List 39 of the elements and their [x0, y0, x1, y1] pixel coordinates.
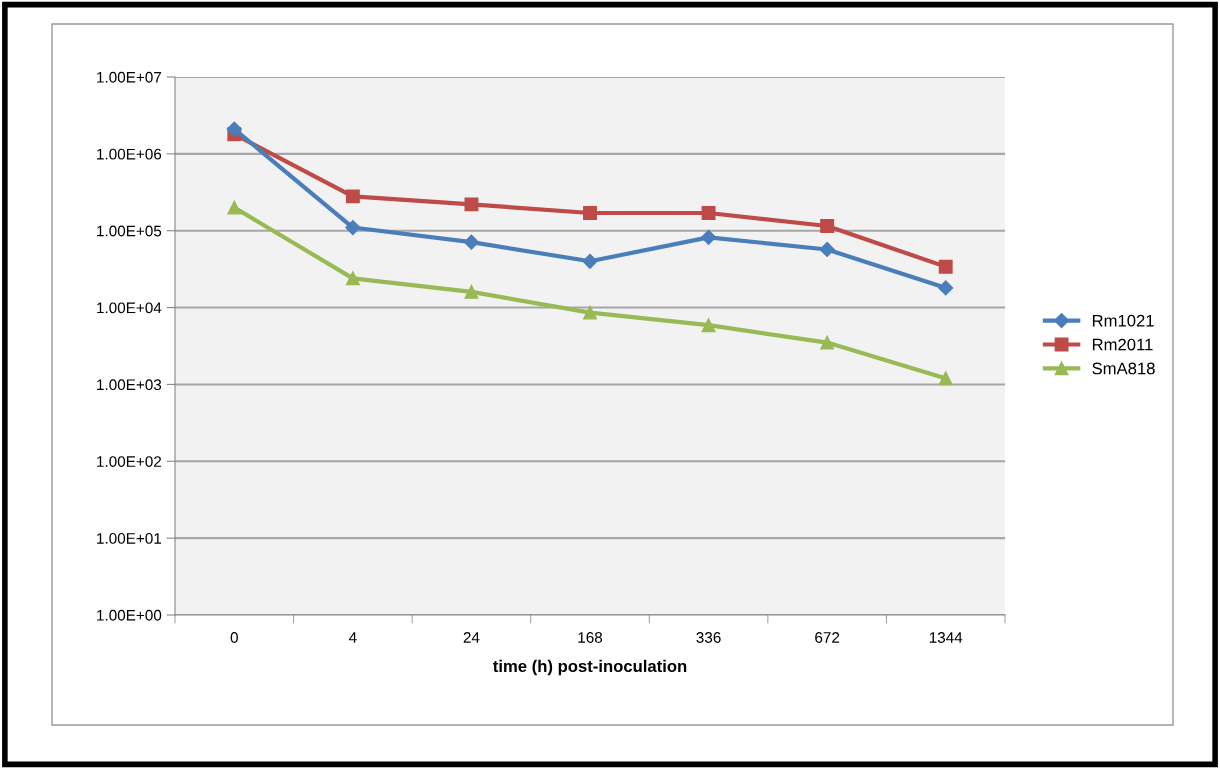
- point: [464, 284, 479, 299]
- y-tick-label: 1.00E+04: [97, 302, 162, 314]
- point: [226, 121, 242, 137]
- y-tick-label: 1.00E+00: [97, 609, 162, 621]
- point: [583, 206, 597, 220]
- y-tick-label: 1.00E+01: [97, 533, 162, 544]
- legend-label: Rm1021: [1092, 314, 1154, 327]
- point: [938, 280, 954, 296]
- y-tick-label: 1.00E+07: [97, 71, 162, 83]
- point: [345, 219, 361, 236]
- legend-label: Rm2011: [1092, 338, 1153, 351]
- point: [345, 271, 360, 286]
- y-tick-label: 1.00E+05: [97, 225, 162, 237]
- point: [701, 318, 716, 333]
- x-tick-label: 24: [463, 632, 480, 643]
- x-tick-label: 336: [696, 632, 721, 643]
- point: [701, 229, 717, 245]
- point: [463, 234, 479, 250]
- x-tick-label: 0: [230, 632, 238, 643]
- point: [820, 335, 835, 350]
- y-tick-label: 1.00E+06: [97, 148, 162, 160]
- x-tick-label: 4: [348, 632, 357, 643]
- x-tick-label: 1344: [929, 632, 963, 643]
- point: [938, 259, 953, 274]
- x-axis-title: time (h) post-inoculation: [493, 659, 687, 676]
- point: [938, 371, 953, 386]
- point: [820, 219, 835, 233]
- x-tick-label: 672: [815, 632, 840, 643]
- y-tick-label: 1.00E+02: [97, 456, 162, 467]
- point: [464, 197, 479, 212]
- legend-label: SmA818: [1092, 362, 1155, 375]
- point: [582, 253, 598, 269]
- point: [819, 241, 835, 258]
- y-tick-label: 1.00E+03: [97, 379, 162, 391]
- point: [701, 206, 716, 220]
- point: [345, 189, 360, 204]
- x-tick-label: 168: [578, 632, 603, 643]
- point: [227, 200, 242, 215]
- point: [583, 305, 597, 320]
